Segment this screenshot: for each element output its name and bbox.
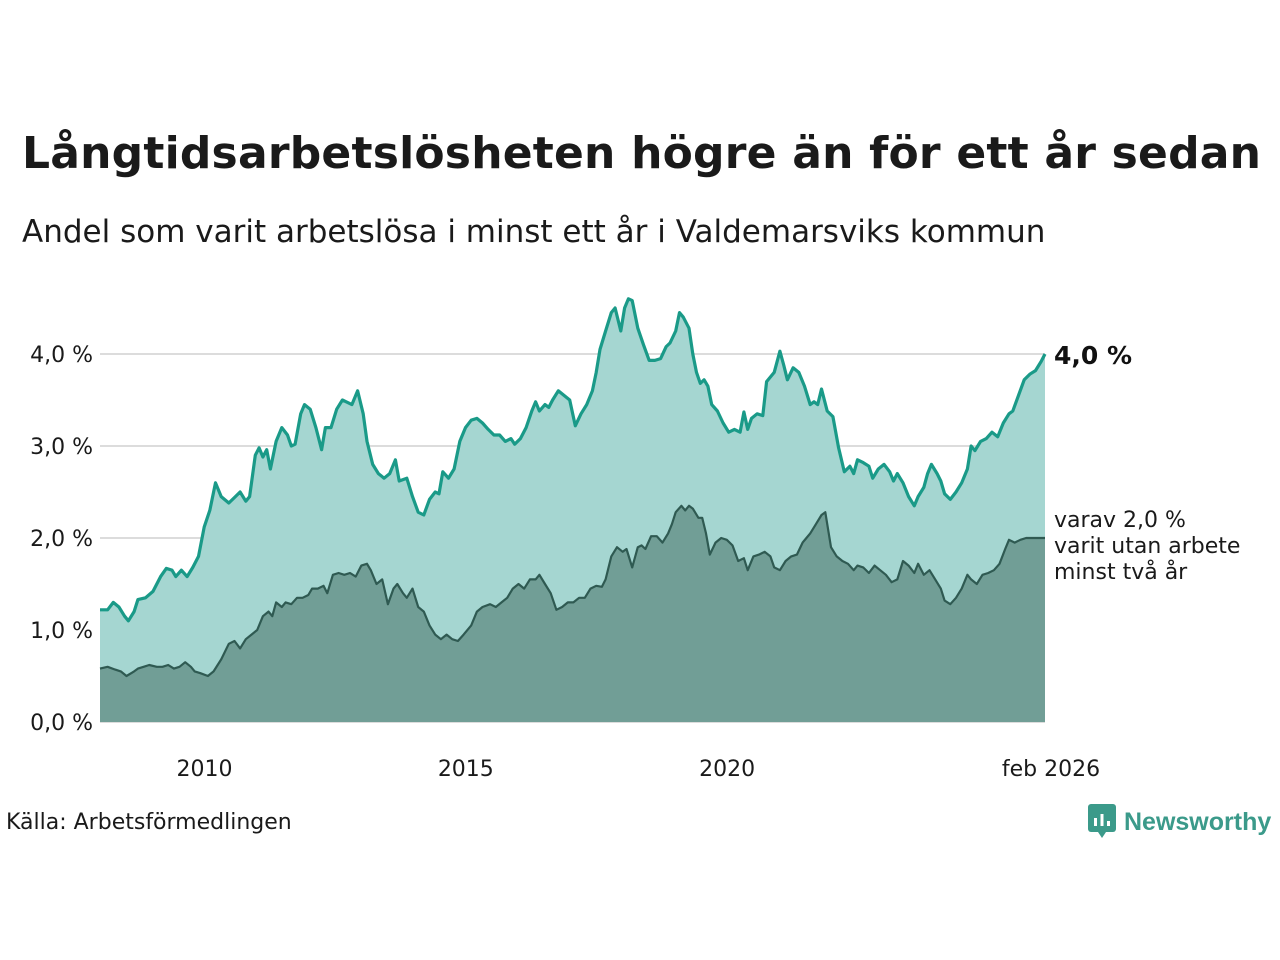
sub-series-line xyxy=(99,504,1045,678)
x-tick-label: 2010 xyxy=(177,757,233,782)
y-tick-label: 3,0 % xyxy=(30,435,93,460)
y-tick-label: 0,0 % xyxy=(30,711,93,736)
end-value-label: 4,0 % xyxy=(1054,341,1132,370)
y-tick-label: 4,0 % xyxy=(30,343,93,368)
y-axis-ticks: 0,0 % 1,0 % 2,0 % 3,0 % 4,0 % xyxy=(30,343,93,736)
newsworthy-logo[interactable]: Newsworthy xyxy=(1088,804,1271,840)
newsworthy-logo-icon xyxy=(1088,804,1116,838)
sub-value-label-line-3: minst två år xyxy=(1054,559,1188,585)
y-tick-label: 1,0 % xyxy=(30,619,93,644)
chart-subtitle: Andel som varit arbetslösa i minst ett å… xyxy=(22,214,1046,250)
chart-title: Långtidsarbetslösheten högre än för ett … xyxy=(22,128,1262,179)
x-tick-label: 2015 xyxy=(438,757,494,782)
x-tick-label: feb 2026 xyxy=(1002,757,1100,782)
sub-value-label-line-2: varit utan arbete xyxy=(1054,534,1240,559)
y-tick-label: 2,0 % xyxy=(30,527,93,552)
sub-series-area xyxy=(100,505,1045,722)
x-axis-ticks: 2010 2015 2020 feb 2026 xyxy=(177,757,1101,782)
source-note: Källa: Arbetsförmedlingen xyxy=(6,810,292,835)
sub-value-label-line-1: varav 2,0 % xyxy=(1054,508,1186,533)
chart-areas xyxy=(99,297,1047,722)
total-series-line xyxy=(100,297,1047,623)
x-tick-label: 2020 xyxy=(699,757,755,782)
newsworthy-logo-text: Newsworthy xyxy=(1124,807,1272,836)
